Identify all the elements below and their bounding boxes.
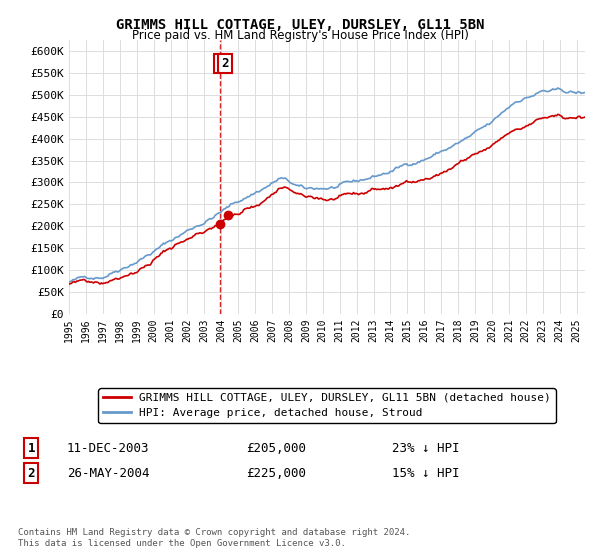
Text: Contains HM Land Registry data © Crown copyright and database right 2024.
This d: Contains HM Land Registry data © Crown c… xyxy=(18,528,410,548)
Text: 26-MAY-2004: 26-MAY-2004 xyxy=(67,466,149,480)
Text: GRIMMS HILL COTTAGE, ULEY, DURSLEY, GL11 5BN: GRIMMS HILL COTTAGE, ULEY, DURSLEY, GL11… xyxy=(116,18,484,32)
Text: 2: 2 xyxy=(221,57,229,70)
Text: £205,000: £205,000 xyxy=(246,441,306,455)
Text: £225,000: £225,000 xyxy=(246,466,306,480)
Text: 1: 1 xyxy=(217,57,224,70)
Text: Price paid vs. HM Land Registry's House Price Index (HPI): Price paid vs. HM Land Registry's House … xyxy=(131,29,469,42)
Text: 1: 1 xyxy=(28,441,35,455)
Text: 11-DEC-2003: 11-DEC-2003 xyxy=(67,441,149,455)
Text: 2: 2 xyxy=(28,466,35,480)
Text: 15% ↓ HPI: 15% ↓ HPI xyxy=(392,466,460,480)
Text: 23% ↓ HPI: 23% ↓ HPI xyxy=(392,441,460,455)
Legend: GRIMMS HILL COTTAGE, ULEY, DURSLEY, GL11 5BN (detached house), HPI: Average pric: GRIMMS HILL COTTAGE, ULEY, DURSLEY, GL11… xyxy=(98,389,556,423)
